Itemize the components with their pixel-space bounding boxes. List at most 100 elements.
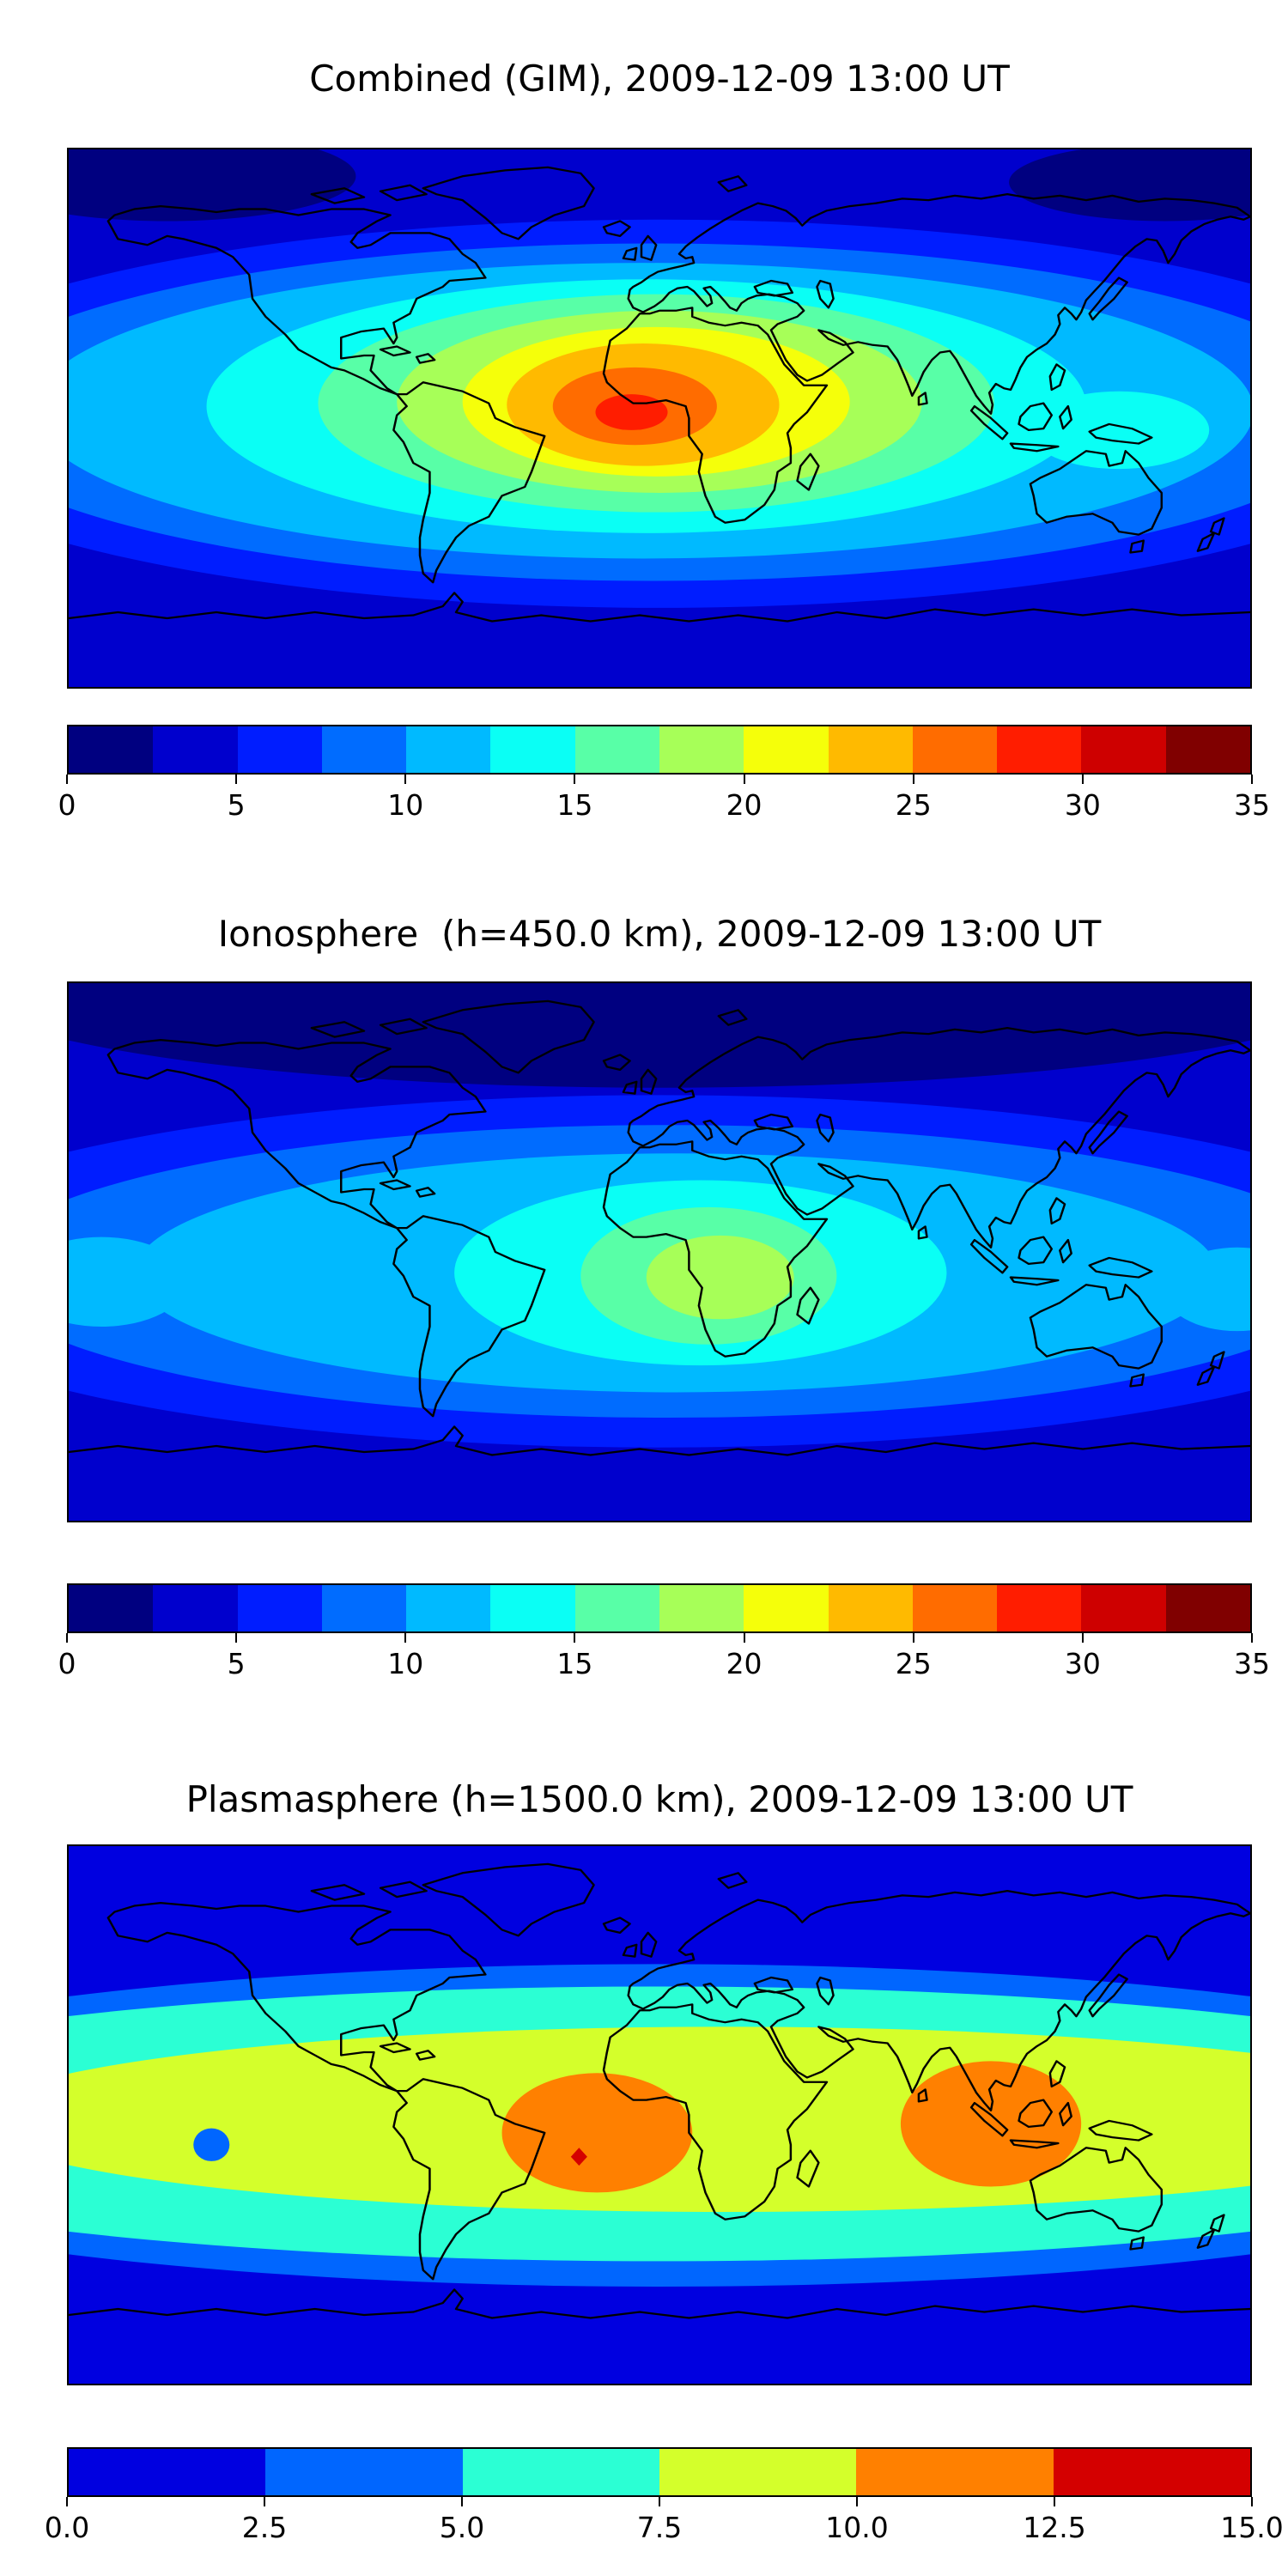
colorbar-tick [912,775,914,784]
colorbar-tick [235,1633,238,1643]
colorbar-segment [490,1585,575,1631]
colorbar-tick [461,2497,463,2506]
colorbar-tick [574,775,576,784]
colorbar-tick-label: 10.0 [825,2511,889,2544]
colorbar-tick [574,1633,576,1643]
colorbar-segment [69,726,154,773]
map-panel-plasmasphere [67,1844,1252,2385]
contour-fills-ionosphere [69,983,1250,1521]
colorbar-tick-label: 12.5 [1023,2511,1086,2544]
colorbar-tick-label: 0.0 [44,2511,90,2544]
colorbar-segment [574,1585,659,1631]
colorbar-tick-label: 25 [895,1647,932,1680]
colorbar-plasmasphere: 0.0 2.5 5.0 7.5 10.0 12.5 15.0 [45,2447,1284,2544]
colorbar-tick-label: 25 [895,788,932,822]
colorbar-tick-label: 35 [1234,1647,1270,1680]
colorbar-tick-label: 10 [387,788,424,822]
colorbar-segment [912,1585,998,1631]
colorbar-tick [404,775,407,784]
colorbar-tick [912,1633,914,1643]
map-panel-combined [67,148,1252,689]
combined-tec-map [69,149,1250,687]
colorbar-gradient [67,1583,1252,1633]
colorbar-tick-label: 20 [726,788,762,822]
colorbar-tick [1251,775,1253,784]
colorbar-segment [69,1585,154,1631]
colorbar-tick [743,1633,745,1643]
panel-title-plasmasphere: Plasmasphere (h=1500.0 km), 2009-12-09 1… [185,1778,1133,1820]
colorbar-tick-label: 30 [1064,1647,1101,1680]
colorbar-tick-label: 2.5 [241,2511,288,2544]
colorbar-tick [1081,775,1084,784]
colorbar-tick [1251,2497,1253,2506]
colorbar-tick [66,775,68,784]
colorbar-segment [69,2449,266,2495]
colorbar-segment [659,726,744,773]
colorbar-segment [744,726,829,773]
colorbar-tick [264,2497,265,2506]
colorbar-ticks: 0 5 10 15 20 25 30 35 [58,1633,1270,1688]
colorbar-segment [462,2449,659,2495]
panel-title-ionosphere: Ionosphere (h=450.0 km), 2009-12-09 13:0… [217,913,1102,955]
colorbar-segment [997,726,1082,773]
colorbar-tick-label: 20 [726,1647,762,1680]
colorbar-segment [406,1585,491,1631]
colorbar-segment [744,1585,829,1631]
colorbar-ionosphere: 0 5 10 15 20 25 30 35 [58,1583,1270,1680]
colorbar-tick [66,2497,68,2506]
colorbar-tick [1054,2497,1055,2506]
colorbar-tick-label: 15 [556,788,593,822]
colorbar-tick [66,1633,68,1643]
colorbar-tick-label: 5 [227,788,246,822]
colorbar-tick [1081,1633,1084,1643]
panel-title-combined: Combined (GIM), 2009-12-09 13:00 UT [309,58,1010,100]
colorbar-tick [743,775,745,784]
colorbar-tick-label: 7.5 [636,2511,683,2544]
colorbar-segment [153,1585,238,1631]
colorbar-tick-label: 5.0 [439,2511,485,2544]
colorbar-tick-label: 10 [387,1647,424,1680]
colorbar-gradient [67,725,1252,775]
colorbar-segment [406,726,491,773]
colorbar-segment [237,1585,322,1631]
contour-fills-combined [69,149,1250,687]
colorbar-tick-label: 30 [1064,788,1101,822]
colorbar-tick-label: 5 [227,1647,246,1680]
colorbar-segment [1165,1585,1250,1631]
colorbar-segment [828,1585,913,1631]
colorbar-tick [235,775,238,784]
colorbar-tick-label: 0 [58,788,76,822]
contour-fills-plasmasphere [69,1846,1250,2384]
map-panel-ionosphere [67,981,1252,1522]
colorbar-segment [659,1585,744,1631]
colorbar-combined: 0 5 10 15 20 25 30 35 [58,725,1270,822]
colorbar-tick-label: 15 [556,1647,593,1680]
colorbar-tick [659,2497,660,2506]
plasmasphere-tec-map [69,1846,1250,2384]
colorbar-ticks: 0 5 10 15 20 25 30 35 [58,775,1270,829]
colorbar-ticks: 0.0 2.5 5.0 7.5 10.0 12.5 15.0 [45,2497,1284,2552]
ionosphere-tec-map [69,983,1250,1521]
colorbar-segment [153,726,238,773]
colorbar-segment [997,1585,1082,1631]
pacific-depletion-spot [193,2128,230,2161]
colorbar-tick-label: 35 [1234,788,1270,822]
colorbar-segment [1081,1585,1166,1631]
colorbar-segment [856,2449,1054,2495]
colorbar-segment [659,2449,857,2495]
colorbar-segment [490,726,575,773]
colorbar-tick [856,2497,858,2506]
colorbar-tick-label: 15.0 [1220,2511,1284,2544]
colorbar-segment [321,726,407,773]
colorbar-segment [912,726,998,773]
colorbar-tick-label: 0 [58,1647,76,1680]
colorbar-segment [237,726,322,773]
colorbar-segment [828,726,913,773]
colorbar-gradient [67,2447,1252,2497]
colorbar-segment [1081,726,1166,773]
colorbar-segment [1053,2449,1250,2495]
colorbar-tick [404,1633,407,1643]
colorbar-segment [1165,726,1250,773]
colorbar-segment [321,1585,407,1631]
